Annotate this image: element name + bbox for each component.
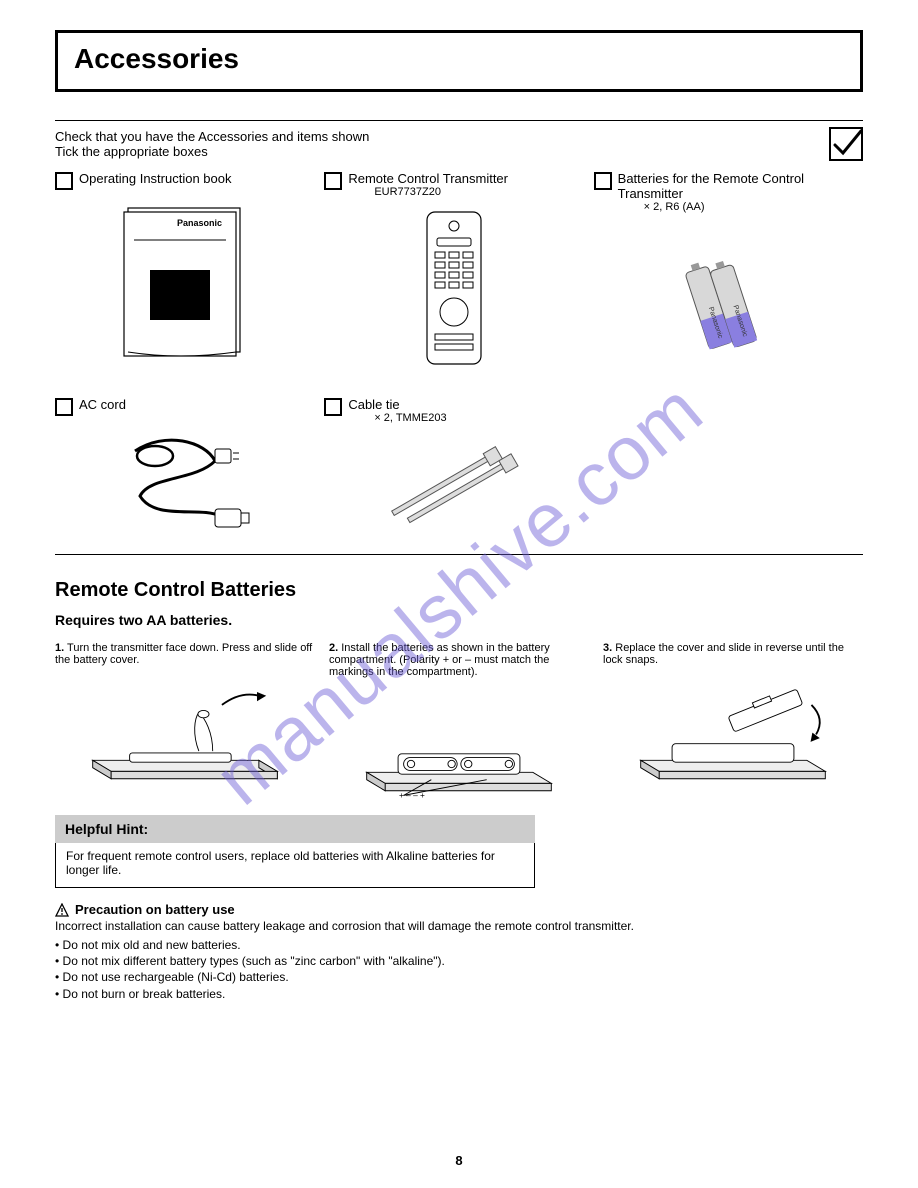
tick-example-box [829,127,863,161]
item-head: AC cord [55,397,314,416]
title-box: Accessories [55,30,863,92]
intro-row: Check that you have the Accessories and … [55,129,863,161]
item-head: Remote Control Transmitter EUR7737Z20 [324,171,583,198]
item-label: AC cord [79,397,126,412]
step-2-illustration: + – – + [329,680,589,800]
divider [55,120,863,121]
step-1-illustration [55,668,315,788]
step-text: 1. Turn the transmitter face down. Press… [55,642,315,666]
accessory-row-2: AC cord Cable tie × 2, TMME203 [55,397,863,554]
caution-item: • Do not burn or break batteries. [65,986,863,1002]
item-label: Batteries for the Remote Control Transmi… [618,171,853,201]
accessory-row-1: Operating Instruction book Panasonic Rem… [55,171,863,393]
item-head: Batteries for the Remote Control Transmi… [594,171,853,213]
checkbox[interactable] [55,398,73,416]
caution-item: • Do not mix old and new batteries. [65,937,863,953]
caution-list: • Do not mix old and new batteries. • Do… [55,937,863,1002]
caution-lead: Incorrect installation can cause battery… [55,919,863,933]
item-head: Cable tie × 2, TMME203 [324,397,583,424]
check-icon [831,129,861,159]
intro-line-1: Check that you have the Accessories and … [55,129,369,144]
steps-row: 1. Turn the transmitter face down. Press… [55,642,863,803]
step-text: 2. Install the batteries as shown in the… [329,642,589,678]
svg-text:+ – – +: + – – + [399,790,425,800]
intro-line-2: Tick the appropriate boxes [55,144,369,159]
item-head: Operating Instruction book [55,171,314,190]
hint-body: For frequent remote control users, repla… [55,843,535,888]
hint-heading: Helpful Hint: [55,815,535,843]
item-sub: × 2, R6 (AA) [644,201,853,213]
checkbox[interactable] [324,172,342,190]
step-3-illustration [603,668,863,788]
caution-heading: Precaution on battery use [55,902,863,917]
page-title: Accessories [74,43,844,75]
ac-cord-icon [105,421,265,541]
warning-icon [55,903,69,917]
item-sub: EUR7737Z20 [374,186,508,198]
item-label: Remote Control Transmitter [348,171,508,186]
cable-tie-icon [369,429,539,549]
item-label: Operating Instruction book [79,171,231,186]
remote-icon [419,208,489,368]
caution-item: • Do not use rechargeable (Ni-Cd) batter… [65,969,863,985]
manual-book-icon: Panasonic [110,200,260,360]
batteries-heading: Remote Control Batteries [55,579,863,602]
step-text: 3. Replace the cover and slide in revers… [603,642,863,666]
page-number: 8 [455,1153,462,1168]
checkbox[interactable] [55,172,73,190]
checkbox[interactable] [594,172,612,190]
svg-text:Panasonic: Panasonic [177,218,222,228]
item-label: Cable tie [348,397,446,412]
checkbox[interactable] [324,398,342,416]
divider [55,554,863,555]
item-sub: × 2, TMME203 [374,412,446,424]
caution-item: • Do not mix different battery types (su… [65,953,863,969]
batteries-icon: Panasonic Panasonic [668,243,778,363]
requires-text: Requires two AA batteries. [55,612,863,628]
